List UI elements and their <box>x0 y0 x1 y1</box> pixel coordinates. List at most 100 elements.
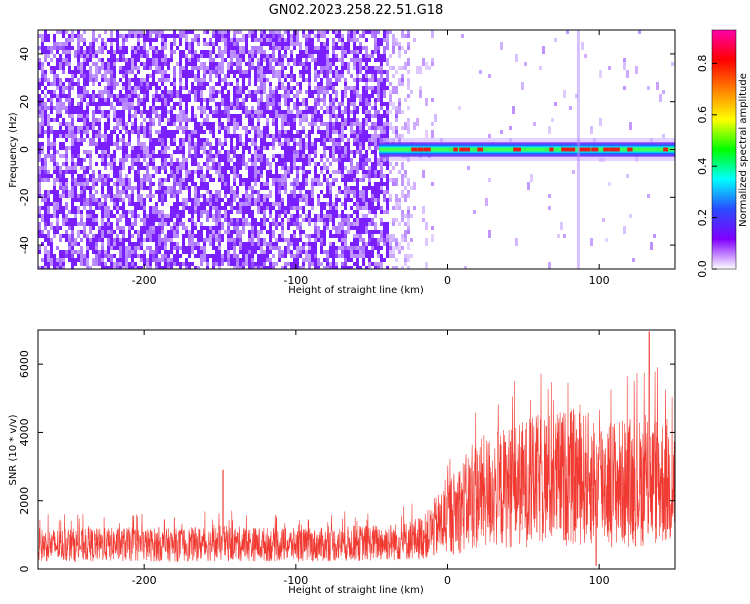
snr-y-tick-label: 6000 <box>18 350 31 378</box>
heatmap-cell <box>359 154 362 158</box>
spectrogram-y-tick-label: -20 <box>18 188 31 206</box>
heatmap-cell <box>92 250 95 254</box>
heatmap-cell <box>185 246 188 250</box>
heatmap-cell <box>248 238 251 242</box>
heatmap-cell <box>125 126 128 130</box>
heatmap-cell <box>407 42 410 50</box>
heatmap-cell <box>173 34 176 38</box>
heatmap-cell <box>206 30 209 34</box>
heatmap-cell <box>230 42 233 50</box>
heatmap-cell <box>293 126 296 130</box>
heatmap-cell <box>194 194 197 202</box>
heatmap-cell <box>299 194 302 198</box>
heatmap-cell <box>65 146 68 150</box>
heatmap-cell <box>239 114 242 118</box>
heatmap-cell <box>293 166 296 170</box>
heatmap-cell <box>122 86 125 90</box>
heatmap-cell <box>302 78 305 82</box>
heatmap-cell <box>254 246 257 254</box>
heatmap-cell <box>311 186 314 194</box>
heatmap-cell <box>89 206 92 210</box>
heatmap-cell <box>377 46 380 50</box>
heatmap-cell <box>380 246 383 250</box>
heatmap-cell <box>260 262 263 266</box>
heatmap-cell <box>206 266 209 269</box>
heatmap-cell <box>104 122 107 126</box>
heatmap-cell <box>317 238 320 242</box>
heatmap-cell <box>125 82 128 86</box>
heatmap-cell <box>215 70 218 74</box>
heatmap-cell <box>206 198 209 202</box>
heatmap-cell <box>86 58 89 66</box>
heatmap-cell <box>341 126 344 130</box>
heatmap-cell <box>128 78 131 82</box>
heatmap-cell <box>305 38 308 42</box>
heatmap-cell <box>188 150 191 158</box>
heatmap-cell <box>332 158 335 162</box>
heatmap-cell <box>236 202 239 210</box>
heatmap-cell <box>245 38 248 42</box>
heatmap-cell <box>131 58 134 66</box>
heatmap-cell <box>128 246 131 250</box>
heatmap-cell <box>218 242 221 246</box>
heatmap-cell <box>218 66 221 70</box>
signal-peak <box>603 147 610 152</box>
heatmap-cell <box>326 122 329 130</box>
heatmap-cell <box>344 206 347 210</box>
heatmap-cell <box>299 146 302 150</box>
heatmap-cell <box>113 238 116 242</box>
heatmap-cell <box>350 242 353 246</box>
heatmap-cell <box>98 174 101 182</box>
heatmap-cell <box>350 38 353 42</box>
heatmap-cell <box>404 254 407 262</box>
heatmap-cell <box>305 66 308 70</box>
heatmap-cell <box>374 130 377 134</box>
heatmap-cell <box>71 190 74 198</box>
heatmap-cell <box>134 162 137 166</box>
heatmap-cell <box>104 78 107 82</box>
heatmap-cell <box>260 238 263 246</box>
heatmap-cell <box>47 146 50 150</box>
heatmap-cell <box>83 54 86 58</box>
heatmap-cell <box>143 154 146 158</box>
heatmap-cell <box>191 118 194 122</box>
heatmap-cell <box>77 42 80 46</box>
heatmap-cell <box>164 262 167 269</box>
heatmap-cell <box>380 222 383 226</box>
heatmap-cell <box>248 246 251 250</box>
heatmap-cell <box>245 130 248 134</box>
heatmap-cell <box>260 110 263 118</box>
heatmap-cell <box>368 218 371 222</box>
heatmap-cell <box>179 106 182 110</box>
heatmap-cell <box>224 98 227 106</box>
heatmap-cell <box>116 118 119 126</box>
heatmap-cell <box>326 266 329 269</box>
heatmap-cell <box>272 138 275 146</box>
heatmap-cell <box>200 194 203 198</box>
heatmap-cell <box>203 246 206 254</box>
heatmap-cell <box>41 162 44 166</box>
heatmap-cell <box>170 130 173 134</box>
heatmap-cell <box>218 82 221 86</box>
heatmap-cell <box>197 58 200 62</box>
heatmap-cell <box>326 210 329 214</box>
heatmap-cell <box>119 250 122 254</box>
heatmap-cell <box>299 50 302 54</box>
heatmap-cell <box>308 158 311 166</box>
heatmap-cell <box>305 174 308 178</box>
heatmap-cell <box>284 94 287 98</box>
heatmap-cell <box>113 230 116 234</box>
heatmap-cell <box>353 218 356 222</box>
heatmap-cell <box>398 250 401 254</box>
heatmap-cell <box>176 230 179 234</box>
snr-x-axis: -200 -100 0 100 <box>132 330 610 587</box>
heatmap-cell <box>80 218 83 222</box>
heatmap-cell <box>356 118 359 126</box>
heatmap-cell <box>83 138 86 142</box>
heatmap-cell <box>221 154 224 162</box>
heatmap-cell <box>86 102 89 106</box>
heatmap-cell <box>236 210 239 214</box>
heatmap-cell <box>53 158 56 162</box>
heatmap-cell <box>323 66 326 70</box>
heatmap-cell <box>212 178 215 182</box>
